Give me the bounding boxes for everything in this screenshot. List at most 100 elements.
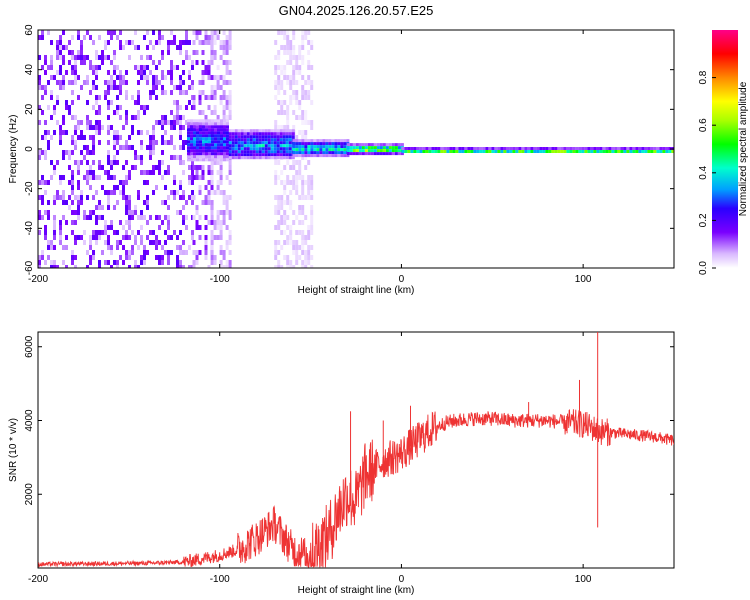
heatmap-cell xyxy=(107,125,110,130)
heatmap-cell xyxy=(202,158,205,162)
heatmap-cell xyxy=(267,135,271,139)
heatmap-cell xyxy=(113,140,116,145)
heatmap-cell xyxy=(301,185,305,190)
heatmap-cell xyxy=(225,225,229,230)
heatmap-cell xyxy=(185,200,188,205)
heatmap-cell xyxy=(161,85,164,90)
heatmap-cell xyxy=(283,50,287,55)
heatmap-cell xyxy=(59,140,62,145)
heatmap-cell xyxy=(617,150,621,153)
heatmap-cell xyxy=(62,85,65,90)
y-tick-label: -60 xyxy=(24,260,35,275)
heatmap-cell xyxy=(192,195,196,200)
heatmap-cell xyxy=(273,138,277,142)
heatmap-cell xyxy=(237,156,241,160)
heatmap-cell xyxy=(173,155,176,160)
heatmap-cell xyxy=(316,145,320,149)
heatmap-cell xyxy=(533,150,537,153)
heatmap-cell xyxy=(288,147,292,151)
snr-line xyxy=(38,409,674,568)
heatmap-cell xyxy=(140,170,143,175)
heatmap-cell xyxy=(301,139,305,143)
heatmap-cell xyxy=(56,40,59,45)
heatmap-cell xyxy=(205,158,208,162)
heatmap-cell xyxy=(158,120,161,125)
heatmap-cell xyxy=(310,40,314,45)
heatmap-cell xyxy=(280,125,284,130)
heatmap-cell xyxy=(267,138,271,142)
heatmap-cell xyxy=(279,147,283,151)
heatmap-cell xyxy=(304,95,308,100)
heatmap-cell xyxy=(274,250,278,255)
heatmap-cell xyxy=(80,235,83,240)
heatmap-cell xyxy=(584,150,588,153)
heatmap-cell xyxy=(59,85,62,90)
heatmap-cell xyxy=(285,138,289,142)
heatmap-cell xyxy=(449,147,453,150)
heatmap-cell xyxy=(292,185,296,190)
heatmap-cell xyxy=(298,170,302,175)
heatmap-cell xyxy=(307,50,311,55)
heatmap-cell xyxy=(71,200,74,205)
heatmap-cell xyxy=(170,120,173,125)
heatmap-cell xyxy=(563,150,567,153)
heatmap-cell xyxy=(295,190,299,195)
heatmap-cell xyxy=(80,50,83,55)
heatmap-cell xyxy=(155,120,158,125)
heatmap-cell xyxy=(644,147,648,150)
heatmap-cell xyxy=(214,137,217,141)
heatmap-cell xyxy=(292,65,296,70)
heatmap-cell xyxy=(292,142,296,146)
heatmap-cell xyxy=(68,105,71,110)
heatmap-cell xyxy=(261,138,265,142)
heatmap-cell xyxy=(307,30,311,35)
heatmap-cell xyxy=(231,132,235,136)
heatmap-cell xyxy=(74,235,77,240)
heatmap-cell xyxy=(216,185,220,190)
heatmap-cell xyxy=(173,85,176,90)
heatmap-cell xyxy=(128,200,131,205)
heatmap-cell xyxy=(503,150,507,153)
heatmap-cell xyxy=(482,147,486,150)
heatmap-cell xyxy=(231,135,235,139)
heatmap-cell xyxy=(179,135,182,140)
heatmap-cell xyxy=(288,144,292,148)
heatmap-cell xyxy=(113,70,116,75)
heatmap-cell xyxy=(140,155,143,160)
heatmap-cell xyxy=(246,147,250,151)
heatmap-cell xyxy=(198,90,202,95)
heatmap-cell xyxy=(131,165,134,170)
heatmap-cell xyxy=(122,180,125,185)
heatmap-cell xyxy=(176,155,179,160)
heatmap-cell xyxy=(146,55,149,60)
heatmap-cell xyxy=(107,115,110,120)
heatmap-cell xyxy=(473,147,477,150)
heatmap-cell xyxy=(286,120,290,125)
heatmap-cell xyxy=(587,150,591,153)
heatmap-cell xyxy=(134,115,137,120)
heatmap-cell xyxy=(310,151,314,155)
heatmap-cell xyxy=(164,200,167,205)
heatmap-cell xyxy=(240,129,244,133)
heatmap-cell xyxy=(167,40,170,45)
heatmap-cell xyxy=(80,150,83,155)
heatmap-cell xyxy=(210,250,214,255)
heatmap-cell xyxy=(137,110,140,115)
heatmap-cell xyxy=(292,245,296,250)
heatmap-cell xyxy=(298,50,302,55)
heatmap-cell xyxy=(68,150,71,155)
heatmap-cell xyxy=(437,147,441,150)
heatmap-cell xyxy=(56,195,59,200)
heatmap-cell xyxy=(226,122,229,126)
heatmap-cell xyxy=(53,165,56,170)
heatmap-cell xyxy=(400,143,404,147)
heatmap-cell xyxy=(196,122,199,126)
heatmap-cell xyxy=(228,138,232,142)
heatmap-cell xyxy=(243,138,247,142)
heatmap-cell xyxy=(38,150,41,155)
heatmap-cell xyxy=(95,220,98,225)
heatmap-cell xyxy=(216,225,220,230)
heatmap-cell xyxy=(211,137,214,141)
heatmap-cell xyxy=(101,50,104,55)
